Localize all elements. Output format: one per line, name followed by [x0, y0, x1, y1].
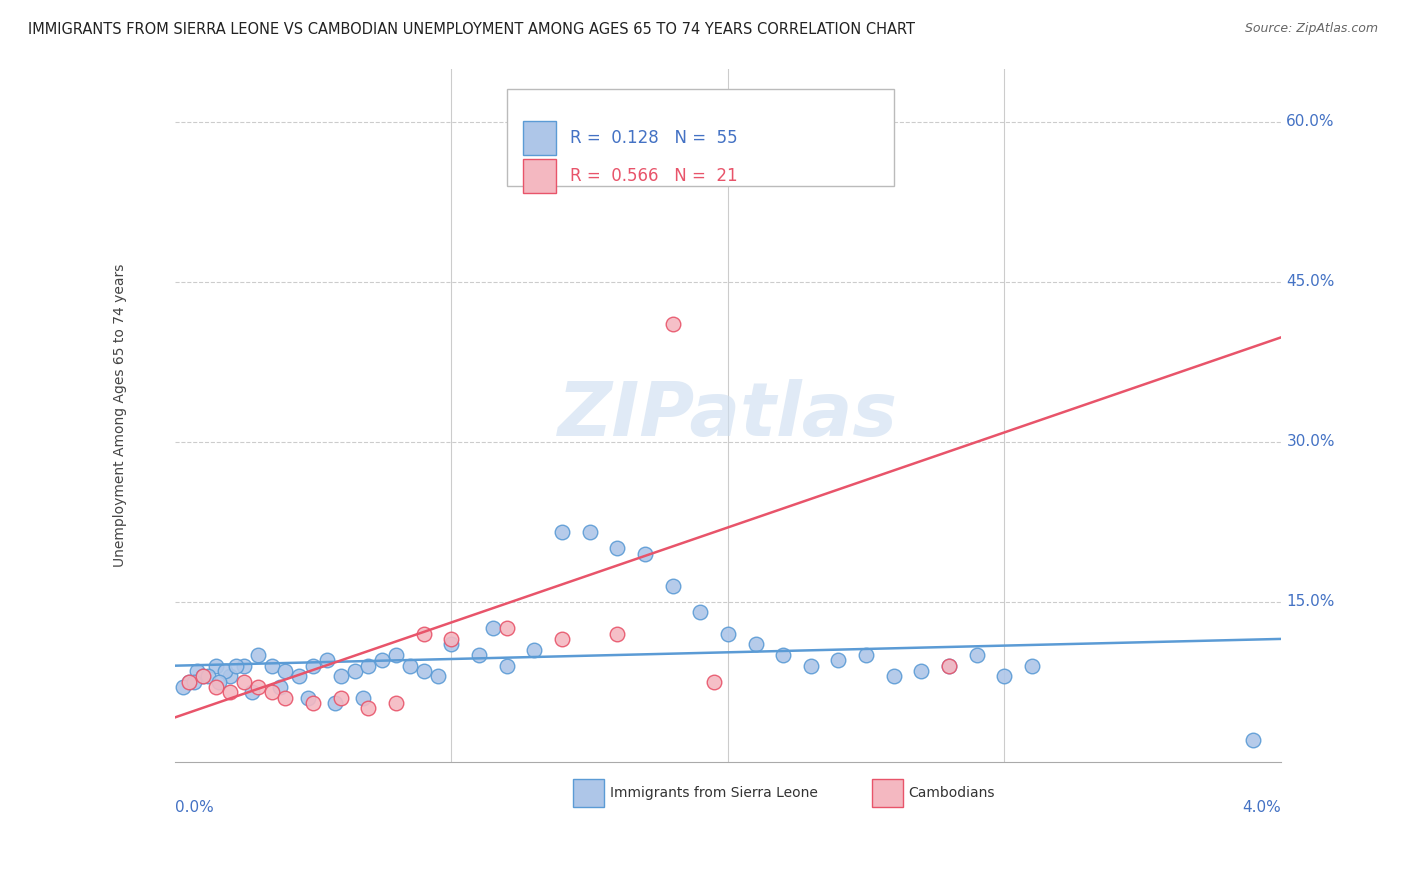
Point — [191, 669, 214, 683]
Point — [426, 669, 449, 683]
Point — [661, 579, 683, 593]
Point — [1241, 733, 1264, 747]
Point — [214, 664, 236, 678]
Bar — [523, 120, 557, 155]
Point — [197, 669, 219, 683]
Point — [371, 653, 394, 667]
Point — [288, 669, 311, 683]
Text: 15.0%: 15.0% — [1286, 594, 1334, 609]
Text: Unemployment Among Ages 65 to 74 years: Unemployment Among Ages 65 to 74 years — [112, 263, 127, 566]
Point — [523, 642, 546, 657]
Point — [717, 627, 740, 641]
Point — [606, 627, 628, 641]
Point — [468, 648, 491, 662]
Point — [183, 674, 205, 689]
Point — [357, 658, 380, 673]
Point — [661, 318, 683, 332]
Point — [177, 674, 200, 689]
Point — [205, 658, 228, 673]
Point — [855, 648, 877, 662]
Point — [269, 680, 291, 694]
Point — [329, 690, 352, 705]
Point — [634, 547, 657, 561]
Point — [302, 696, 325, 710]
Point — [208, 674, 231, 689]
Point — [399, 658, 422, 673]
Point — [703, 674, 725, 689]
Point — [316, 653, 339, 667]
Point — [966, 648, 988, 662]
Point — [205, 680, 228, 694]
Text: 4.0%: 4.0% — [1241, 800, 1281, 815]
Point — [883, 669, 905, 683]
Point — [827, 653, 849, 667]
Bar — [574, 779, 605, 807]
Point — [744, 637, 766, 651]
Text: R =  0.566   N =  21: R = 0.566 N = 21 — [569, 167, 737, 185]
Point — [172, 680, 194, 694]
Point — [910, 664, 932, 678]
Point — [385, 696, 408, 710]
Text: R =  0.128   N =  55: R = 0.128 N = 55 — [569, 128, 737, 147]
Point — [323, 696, 346, 710]
Text: 60.0%: 60.0% — [1286, 114, 1334, 129]
Point — [352, 690, 374, 705]
Bar — [872, 779, 903, 807]
Point — [274, 664, 297, 678]
Point — [993, 669, 1015, 683]
Text: 0.0%: 0.0% — [174, 800, 214, 815]
Point — [357, 701, 380, 715]
Point — [385, 648, 408, 662]
Text: ZIPatlas: ZIPatlas — [558, 378, 898, 451]
Point — [233, 658, 256, 673]
Point — [440, 637, 463, 651]
Point — [772, 648, 794, 662]
Point — [177, 674, 200, 689]
Text: 30.0%: 30.0% — [1286, 434, 1334, 450]
Point — [717, 94, 740, 108]
Point — [219, 685, 242, 699]
Point — [412, 627, 434, 641]
Point — [246, 648, 269, 662]
Point — [297, 690, 319, 705]
Point — [412, 664, 434, 678]
Text: Source: ZipAtlas.com: Source: ZipAtlas.com — [1244, 22, 1378, 36]
Bar — [523, 159, 557, 194]
Point — [551, 632, 574, 647]
Point — [260, 685, 283, 699]
Point — [1021, 658, 1043, 673]
Point — [689, 606, 711, 620]
Point — [938, 658, 960, 673]
Point — [274, 690, 297, 705]
Point — [551, 525, 574, 540]
Point — [440, 632, 463, 647]
Point — [191, 669, 214, 683]
Point — [578, 525, 600, 540]
Point — [302, 658, 325, 673]
Point — [606, 541, 628, 556]
Point — [800, 658, 823, 673]
Point — [233, 674, 256, 689]
FancyBboxPatch shape — [506, 89, 894, 186]
Point — [225, 658, 247, 673]
Text: Cambodians: Cambodians — [908, 786, 994, 800]
Point — [219, 669, 242, 683]
Point — [343, 664, 366, 678]
Point — [482, 622, 505, 636]
Text: IMMIGRANTS FROM SIERRA LEONE VS CAMBODIAN UNEMPLOYMENT AMONG AGES 65 TO 74 YEARS: IMMIGRANTS FROM SIERRA LEONE VS CAMBODIA… — [28, 22, 915, 37]
Point — [938, 658, 960, 673]
Point — [186, 664, 208, 678]
Text: 45.0%: 45.0% — [1286, 275, 1334, 289]
Point — [246, 680, 269, 694]
Text: Immigrants from Sierra Leone: Immigrants from Sierra Leone — [610, 786, 817, 800]
Point — [495, 622, 517, 636]
Point — [240, 685, 263, 699]
Point — [260, 658, 283, 673]
Point — [329, 669, 352, 683]
Point — [495, 658, 517, 673]
